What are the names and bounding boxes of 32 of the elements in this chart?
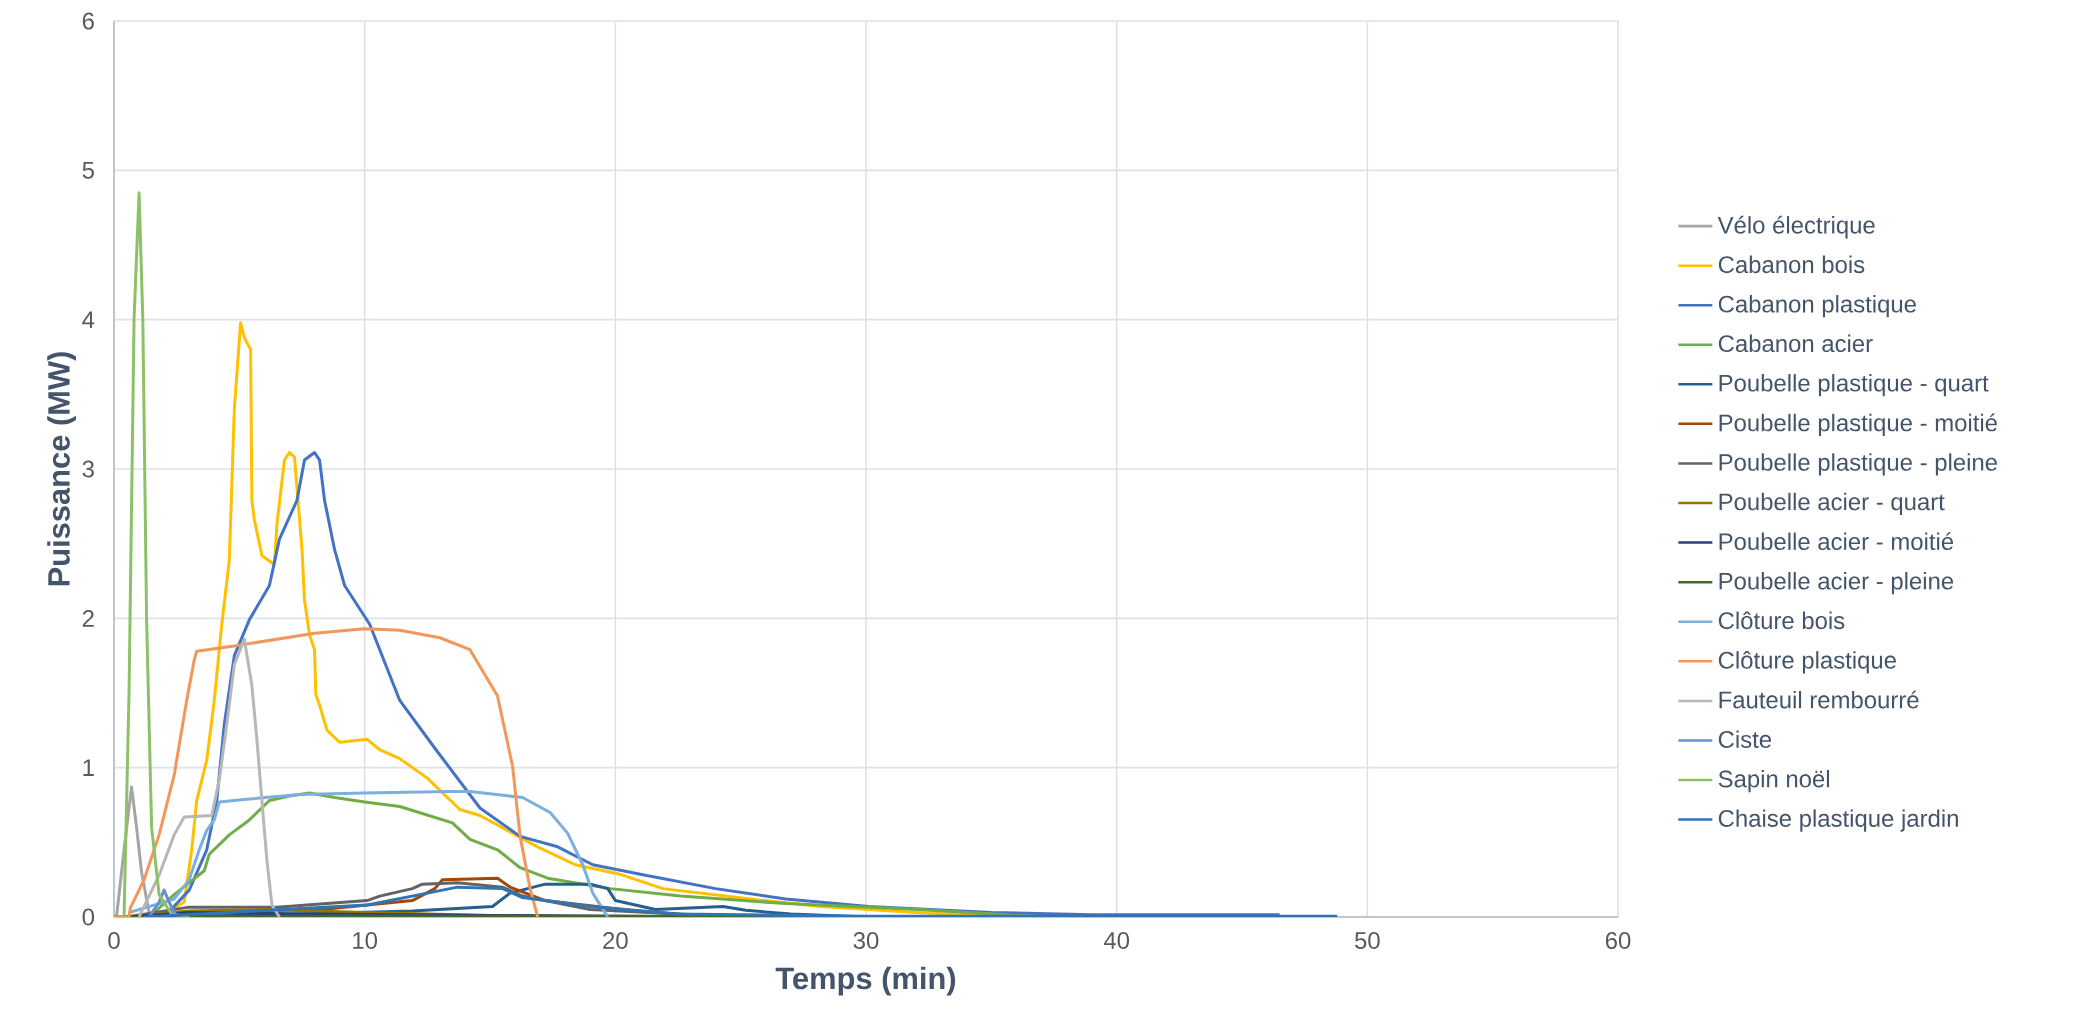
x-tick-label: 50 [1355,932,1380,949]
y-tick-label: 5 [82,161,94,179]
legend-label: Poubelle plastique - moitié [1719,413,1997,437]
y-tick-label: 6 [82,12,94,30]
x-tick-label: 60 [1605,932,1631,949]
legend-label: Clôture bois [1718,611,1845,630]
legend-label: Poubelle acier - pleine [1719,572,1954,595]
legend-label: Poubelle plastique - quart [1719,374,1989,397]
y-tick-label: 4 [82,311,95,328]
y-tick-label: 2 [82,609,94,627]
legend-label: Poubelle plastique - pleine [1719,453,1997,476]
legend-label: Fauteuil rembourré [1719,690,1919,709]
y-tick-label: 3 [82,460,94,478]
legend-label: Chaise plastique jardin [1718,809,1958,832]
legend-label: Cabanon acier [1718,334,1873,353]
legend-label: Vélo électrique [1717,215,1875,239]
x-tick-label: 0 [108,932,120,949]
x-tick-label: 20 [603,932,628,949]
legend-label: Clôture plastique [1718,651,1896,674]
legend-label: Poubelle acier - quart [1719,492,1945,516]
x-tick-label: 40 [1103,932,1130,949]
legend-label: Poubelle acier - moitié [1719,532,1954,551]
x-tick-label: 30 [853,932,879,949]
legend-label: Cabanon bois [1718,255,1865,274]
legend-label: Ciste [1718,730,1772,748]
y-tick-label: 1 [83,759,94,776]
legend-label: Sapin noël [1718,769,1829,793]
x-axis-title: Temps (min) [775,966,956,996]
x-tick-label: 10 [353,932,378,949]
y-axis-title: Puissance (MW) [47,352,76,586]
legend-label: Cabanon plastique [1718,295,1916,318]
y-tick-label: 0 [82,908,95,926]
